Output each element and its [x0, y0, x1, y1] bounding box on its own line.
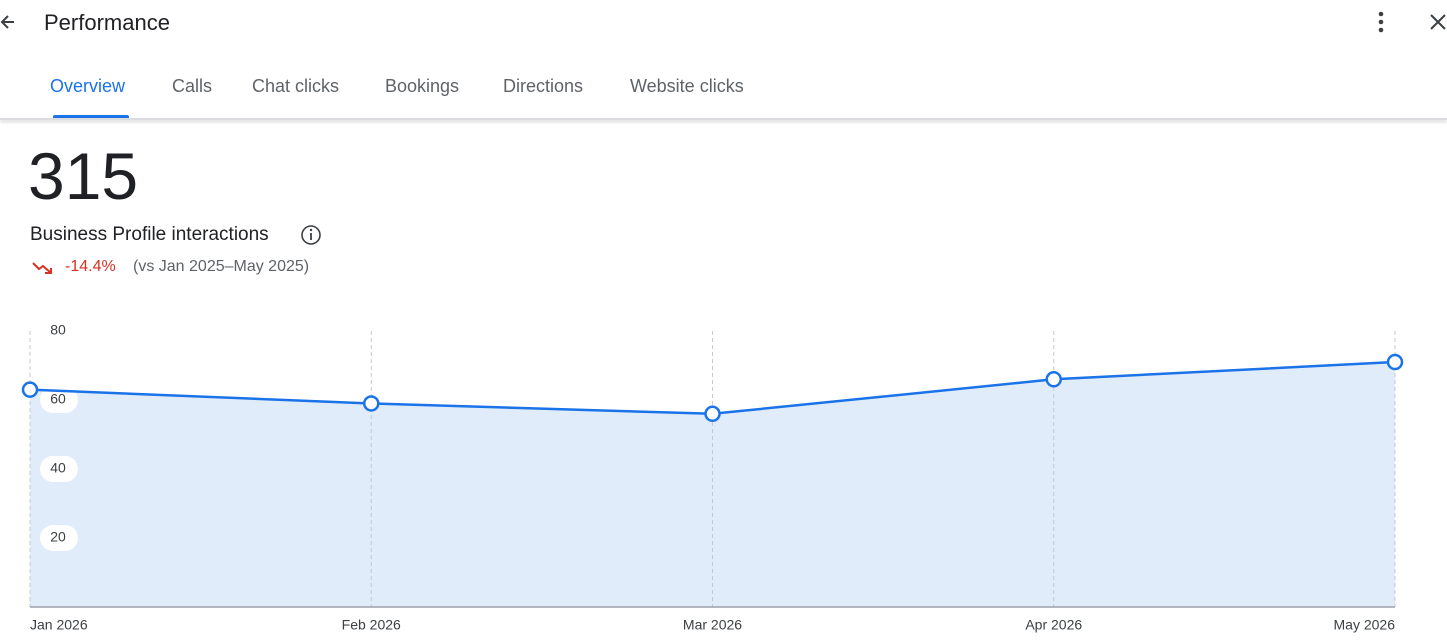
metric-label: Business Profile interactions — [30, 224, 269, 245]
tab[interactable]: Chat clicks — [252, 76, 340, 96]
point — [1386, 353, 1404, 371]
y-tick-label: 80 — [50, 322, 66, 338]
tab[interactable]: Bookings — [385, 76, 460, 96]
change-value: -14.4% — [65, 258, 116, 275]
more-button[interactable] — [1371, 10, 1391, 34]
comparison-label: (vs Jan 2025–May 2025) — [133, 258, 310, 275]
point — [1045, 371, 1062, 388]
tab-indicator — [53, 115, 129, 118]
point — [704, 405, 721, 423]
y-tick-label: 20 — [50, 529, 66, 545]
tab[interactable]: Overview — [50, 76, 126, 96]
tick-pill — [40, 456, 78, 482]
trend-icon — [32, 262, 52, 274]
tick-pill — [40, 525, 78, 551]
x-tick-label: Mar 2026 — [683, 617, 742, 633]
close-button[interactable] — [1428, 12, 1447, 32]
tick-pill — [40, 387, 78, 413]
tab[interactable]: Calls — [172, 76, 213, 96]
back-button[interactable] — [0, 12, 20, 32]
x-tick-label: Jan 2026 — [30, 617, 88, 633]
total-value: 315 — [28, 139, 139, 213]
x-tick-label: May 2026 — [1334, 617, 1396, 633]
tab[interactable]: Website clicks — [630, 76, 744, 96]
point — [363, 395, 380, 412]
x-tick-label: Feb 2026 — [342, 617, 401, 633]
y-tick-label: 40 — [50, 460, 66, 476]
tab[interactable]: Directions — [503, 76, 584, 96]
page-title: Performance — [44, 10, 170, 35]
point — [21, 381, 39, 398]
y-tick-label: 60 — [50, 391, 66, 407]
tabs-divider — [0, 118, 1447, 120]
x-tick-label: Apr 2026 — [1025, 617, 1082, 633]
info-icon[interactable] — [300, 224, 322, 246]
